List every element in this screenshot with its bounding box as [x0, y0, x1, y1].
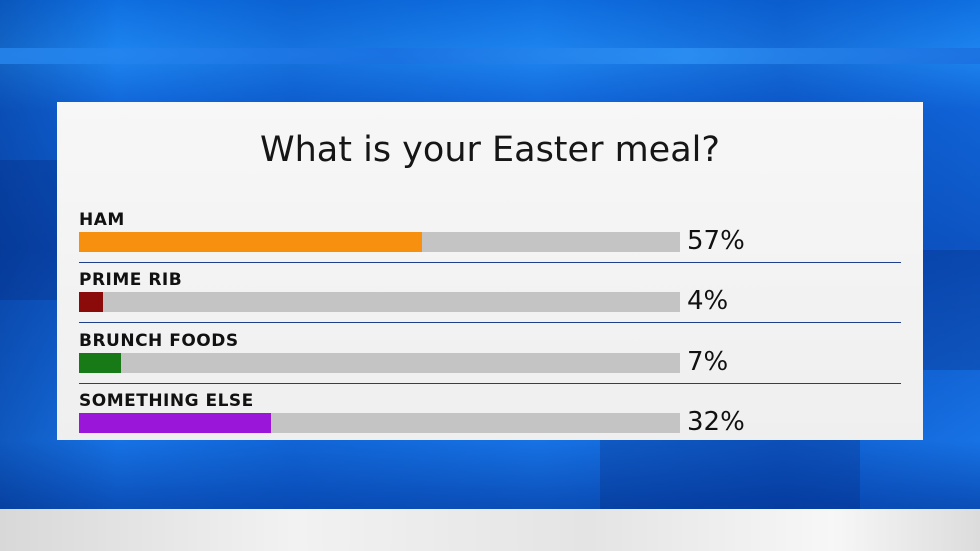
value-label: 4%: [687, 286, 729, 316]
category-label: PRIME RIB: [79, 270, 183, 290]
row-divider: [79, 262, 901, 263]
category-label: HAM: [79, 210, 125, 230]
background-block: [600, 440, 860, 509]
bar-track: [79, 353, 680, 373]
bar: [79, 413, 272, 433]
poll-row: PRIME RIB 4%: [79, 270, 901, 330]
poll-row: HAM 57%: [79, 210, 901, 270]
bar-track: [79, 292, 680, 312]
value-label: 57%: [687, 226, 745, 256]
poll-row: BRUNCH FOODS 7%: [79, 331, 901, 391]
value-label: 7%: [687, 347, 729, 377]
bottom-band: [0, 509, 980, 551]
category-label: SOMETHING ELSE: [79, 391, 254, 411]
bar: [79, 292, 104, 312]
category-label: BRUNCH FOODS: [79, 331, 239, 351]
background-block: [923, 250, 980, 370]
background-block: [0, 160, 57, 300]
row-divider: [79, 322, 901, 323]
bar-track: [79, 413, 680, 433]
poll-title: What is your Easter meal?: [260, 130, 720, 170]
background-strip: [0, 48, 980, 64]
row-divider: [79, 383, 901, 384]
bar: [79, 232, 422, 252]
poll-row: SOMETHING ELSE 32%: [79, 391, 901, 451]
bar: [79, 353, 122, 373]
value-label: 32%: [687, 407, 745, 437]
bar-track: [79, 232, 680, 252]
